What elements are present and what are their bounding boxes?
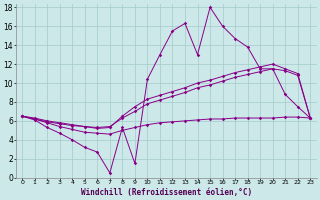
X-axis label: Windchill (Refroidissement éolien,°C): Windchill (Refroidissement éolien,°C) bbox=[81, 188, 252, 197]
